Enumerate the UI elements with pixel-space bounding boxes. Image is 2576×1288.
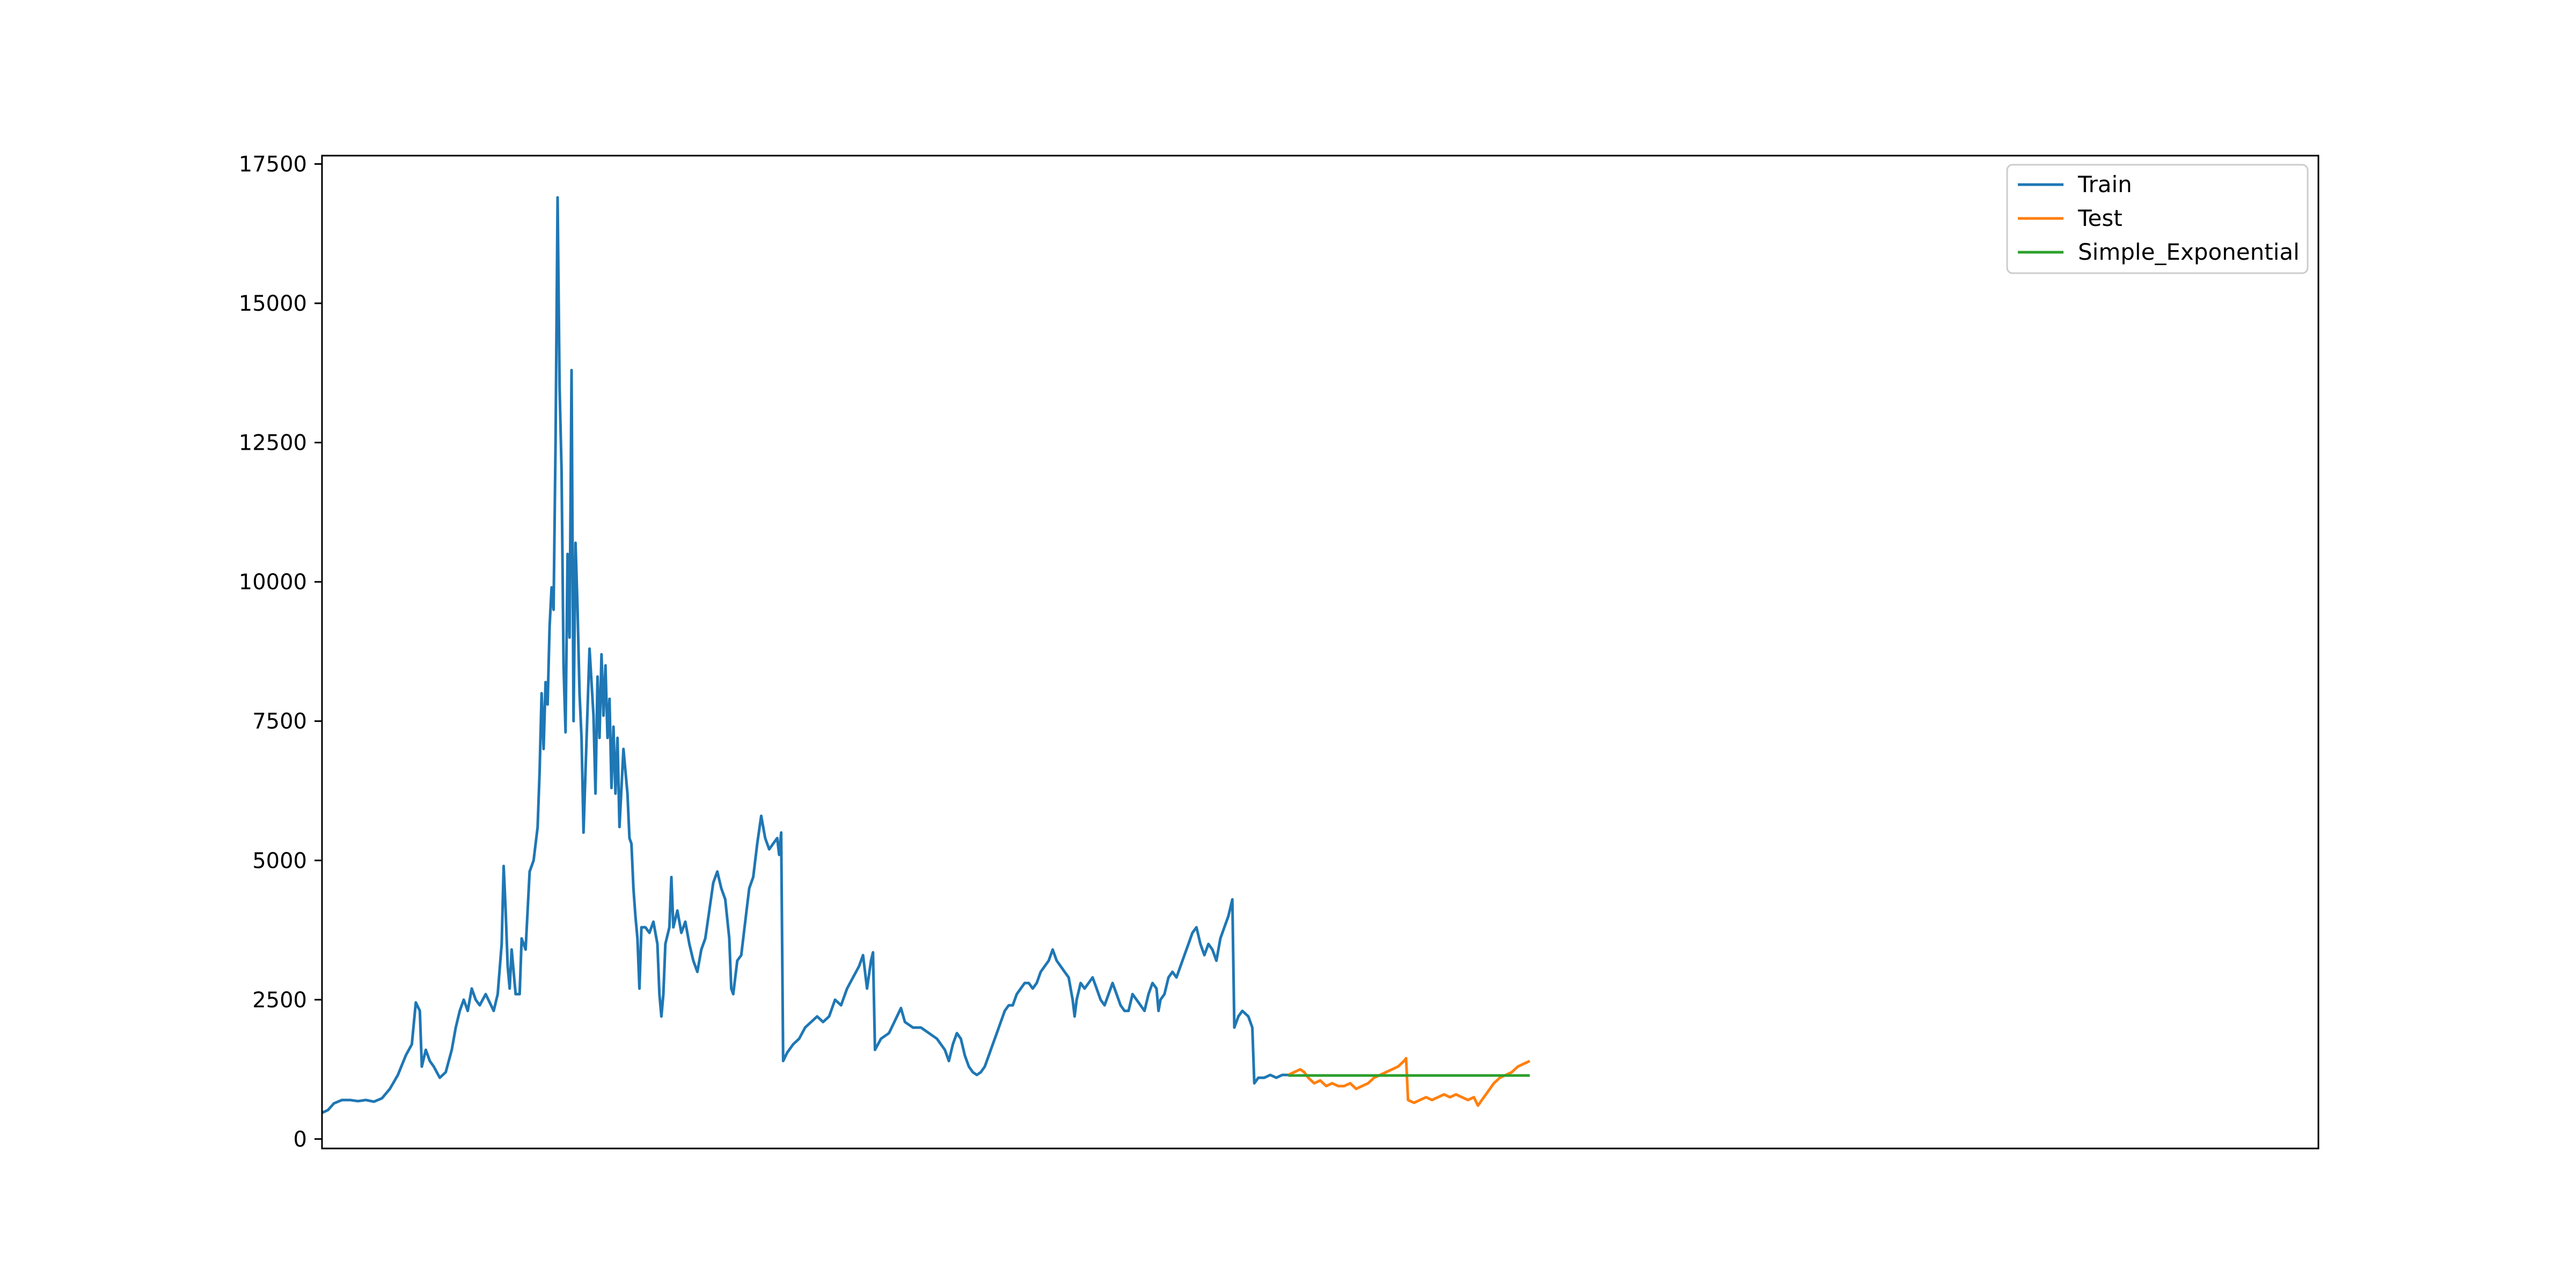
y-tick-label: 5000 (252, 848, 307, 873)
y-tick-label: 17500 (239, 152, 307, 177)
series-line-train (321, 196, 1289, 1114)
y-tick-label: 12500 (239, 431, 307, 456)
y-axis: 0 2500 5000 7500 10000 12500 15000 17500 (239, 152, 322, 1152)
legend-label-train: Train (2077, 171, 2132, 197)
legend-box (2006, 164, 2309, 274)
axes-frame (321, 155, 2319, 1150)
legend: Train Test Simple_Exponential (2006, 164, 2309, 274)
plot-area (322, 156, 2318, 1148)
y-tick-label: 0 (294, 1127, 307, 1152)
y-tick-label: 7500 (252, 709, 307, 734)
legend-label-simple-exponential: Simple_Exponential (2078, 239, 2300, 265)
y-tick-label: 15000 (239, 291, 307, 316)
y-tick-label: 2500 (252, 988, 307, 1013)
legend-label-test: Test (2077, 205, 2123, 231)
series-layer (321, 196, 1531, 1114)
y-tick-label: 10000 (239, 570, 307, 595)
series-line-test (1287, 1057, 1531, 1107)
